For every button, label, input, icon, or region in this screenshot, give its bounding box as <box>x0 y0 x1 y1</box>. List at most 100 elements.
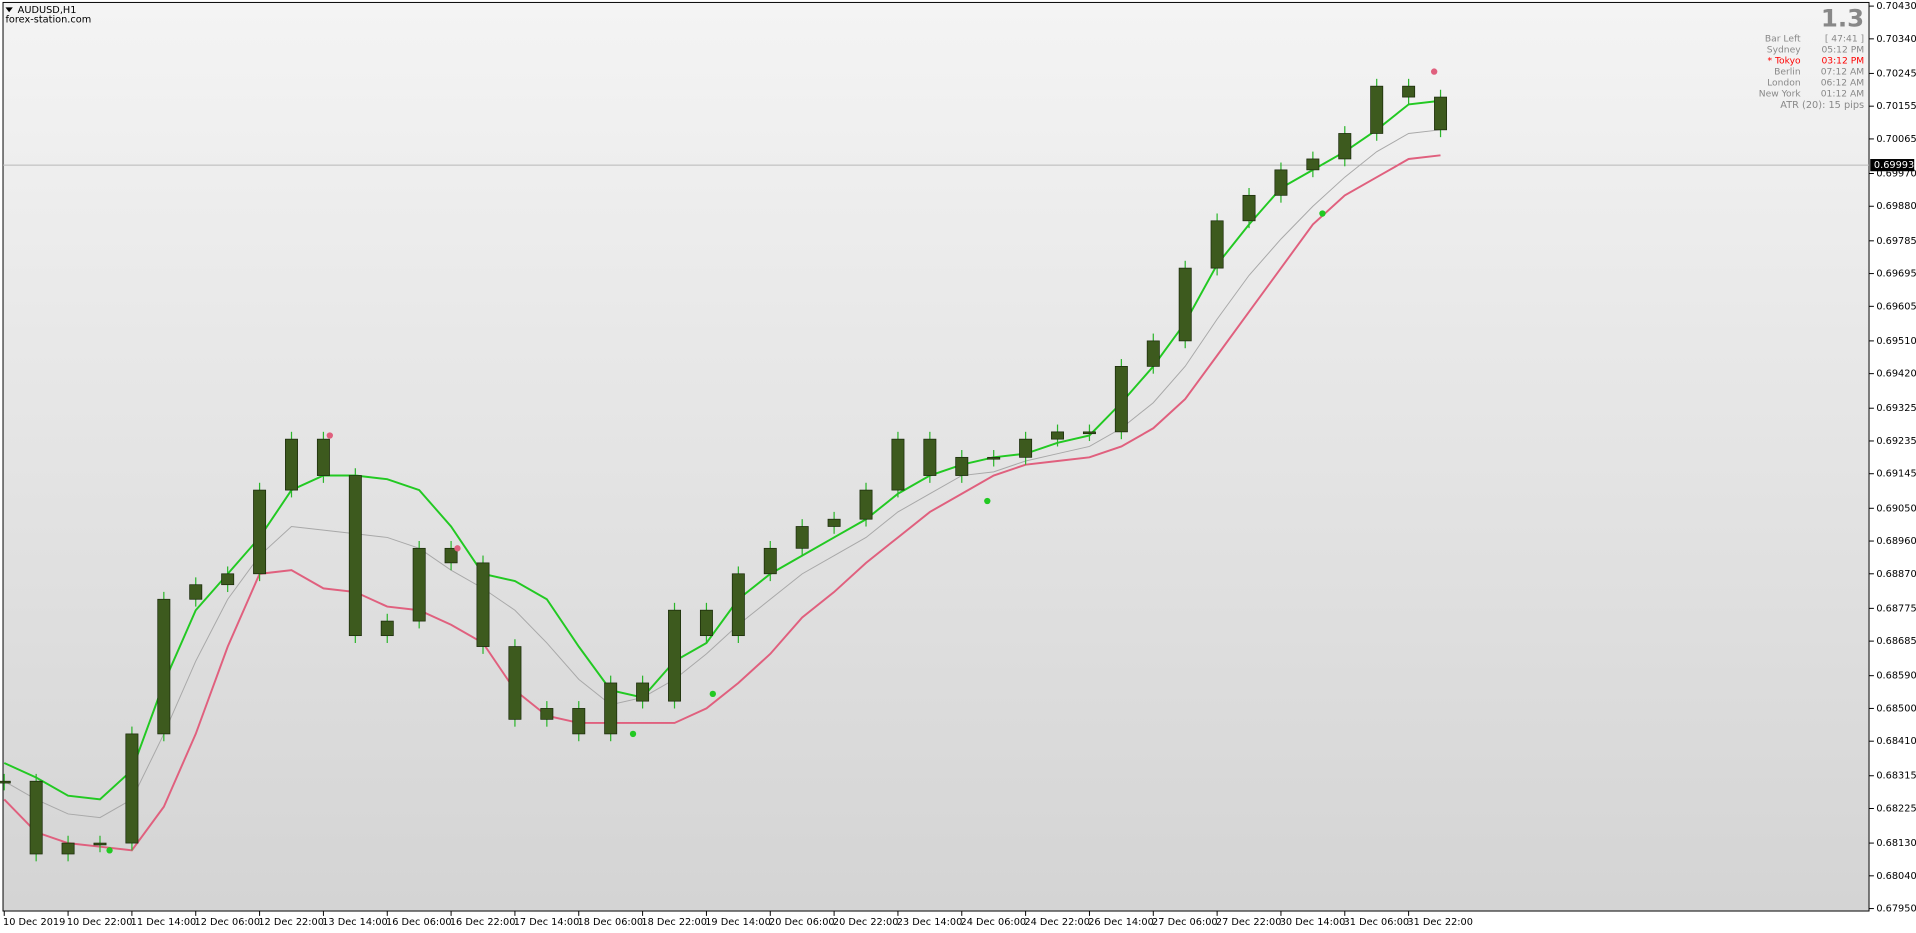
candle-body <box>348 475 362 637</box>
x-tick-label: 31 Dec 22:00 <box>1407 917 1473 928</box>
candle-body <box>1274 169 1288 196</box>
info-value: 06:12 AM <box>1821 79 1864 89</box>
info-label: * Tokyo <box>1768 57 1801 67</box>
info-value: 03:12 PM <box>1821 57 1864 67</box>
y-tick-label: 0.68410 <box>1876 736 1916 747</box>
candle-body <box>795 526 809 549</box>
candle-body <box>0 780 11 784</box>
x-tick-label: 11 Dec 14:00 <box>131 917 197 928</box>
candle-body <box>285 438 298 491</box>
x-tick-label: 30 Dec 14:00 <box>1280 917 1346 928</box>
x-tick-label: 13 Dec 14:00 <box>322 917 388 928</box>
signal-dot <box>326 432 333 439</box>
menu-arrow[interactable] <box>5 7 13 13</box>
candle-body <box>476 562 490 647</box>
candle-body <box>1178 267 1192 342</box>
candle-body <box>93 842 107 846</box>
info-label: London <box>1767 79 1801 89</box>
candle-body <box>125 733 139 844</box>
candle-body <box>1051 431 1065 440</box>
candle-body <box>316 438 330 476</box>
signal-dot <box>1319 210 1326 217</box>
y-tick-label: 0.70340 <box>1876 34 1916 45</box>
candle-body <box>859 489 873 520</box>
y-tick-label: 0.69970 <box>1876 168 1916 179</box>
y-tick-label: 0.69145 <box>1876 469 1916 480</box>
y-tick-label: 0.69785 <box>1876 236 1916 247</box>
x-tick-label: 20 Dec 22:00 <box>833 917 899 928</box>
x-tick-label: 12 Dec 22:00 <box>258 917 324 928</box>
candle-body <box>253 489 267 575</box>
y-tick-label: 0.68870 <box>1876 569 1916 580</box>
y-tick-label: 0.70245 <box>1876 68 1916 79</box>
y-tick-label: 0.69050 <box>1876 503 1916 514</box>
candle-body <box>955 456 969 476</box>
atr: ATR (20): 15 pips <box>1780 100 1864 111</box>
x-tick-label: 31 Dec 06:00 <box>1344 917 1410 928</box>
info-label: Sydney <box>1767 46 1801 56</box>
info-label: Berlin <box>1774 68 1801 78</box>
x-tick-label: 26 Dec 14:00 <box>1088 917 1154 928</box>
signal-dot <box>1430 68 1438 75</box>
info-label: New York <box>1759 90 1802 100</box>
candle-body <box>1306 158 1320 171</box>
candle-body <box>412 547 426 622</box>
x-tick-label: 24 Dec 06:00 <box>961 917 1027 928</box>
y-tick-label: 0.69510 <box>1876 336 1916 347</box>
x-tick-label: 27 Dec 22:00 <box>1216 917 1282 928</box>
candle-body <box>1338 133 1352 160</box>
indicator-line <box>3 99 1441 801</box>
y-tick-label: 0.68130 <box>1876 838 1916 849</box>
y-tick-label: 0.67950 <box>1876 904 1916 915</box>
candle-body <box>1370 85 1384 134</box>
x-tick-label: 16 Dec 06:00 <box>386 917 452 928</box>
candle-body <box>1402 85 1416 98</box>
y-tick-label: 0.69695 <box>1876 269 1916 280</box>
candle-body <box>221 573 235 586</box>
info-value: 05:12 PM <box>1821 46 1864 56</box>
info-value: 01:12 AM <box>1821 90 1864 100</box>
x-tick-label: 20 Dec 06:00 <box>769 917 835 928</box>
y-tick-label: 0.69420 <box>1876 369 1916 380</box>
candle-body <box>1082 431 1096 435</box>
x-tick-label: 27 Dec 06:00 <box>1152 917 1218 928</box>
candle-body <box>444 547 458 564</box>
candle-body <box>1146 340 1160 367</box>
x-tick-label: 16 Dec 22:00 <box>450 917 516 928</box>
info-label: Bar Left <box>1765 35 1801 45</box>
source: forex-station.com <box>5 15 91 26</box>
candle-body <box>1242 194 1256 222</box>
y-tick-label: 0.68225 <box>1876 804 1916 815</box>
candle-body <box>731 573 745 637</box>
candle-body <box>29 780 43 855</box>
signal-dot <box>629 730 637 738</box>
signal-dot <box>454 545 461 552</box>
candle-body <box>540 708 554 720</box>
candle-body <box>1114 365 1128 433</box>
candle-body <box>636 682 650 702</box>
candle-body <box>380 620 394 637</box>
signal-dot <box>984 497 991 505</box>
y-tick-label: 0.68500 <box>1876 703 1916 714</box>
candle-body <box>763 547 777 575</box>
current-price-label: 0.69993 <box>1874 160 1914 171</box>
y-tick-label: 0.68775 <box>1876 603 1916 614</box>
y-tick-label: 0.69880 <box>1876 201 1916 212</box>
candle-body <box>604 682 618 735</box>
symbol-title: AUDUSD,H1 <box>18 5 77 16</box>
y-tick-label: 0.69235 <box>1876 436 1916 447</box>
candle-body <box>699 609 713 637</box>
y-tick-label: 0.68685 <box>1876 636 1916 647</box>
x-tick-label: 10 Dec 2019 <box>3 917 65 928</box>
signal-dot <box>709 690 716 698</box>
indicator-line <box>3 129 1441 819</box>
y-tick-label: 0.70155 <box>1876 101 1916 112</box>
x-tick-label: 18 Dec 22:00 <box>641 917 707 928</box>
x-tick-label: 10 Dec 22:00 <box>67 917 133 928</box>
current-price-box <box>1870 159 1915 172</box>
y-tick-label: 0.68590 <box>1876 671 1916 682</box>
candle-body <box>668 609 681 702</box>
candle-body <box>1210 220 1224 269</box>
y-tick-label: 0.70065 <box>1876 134 1916 145</box>
